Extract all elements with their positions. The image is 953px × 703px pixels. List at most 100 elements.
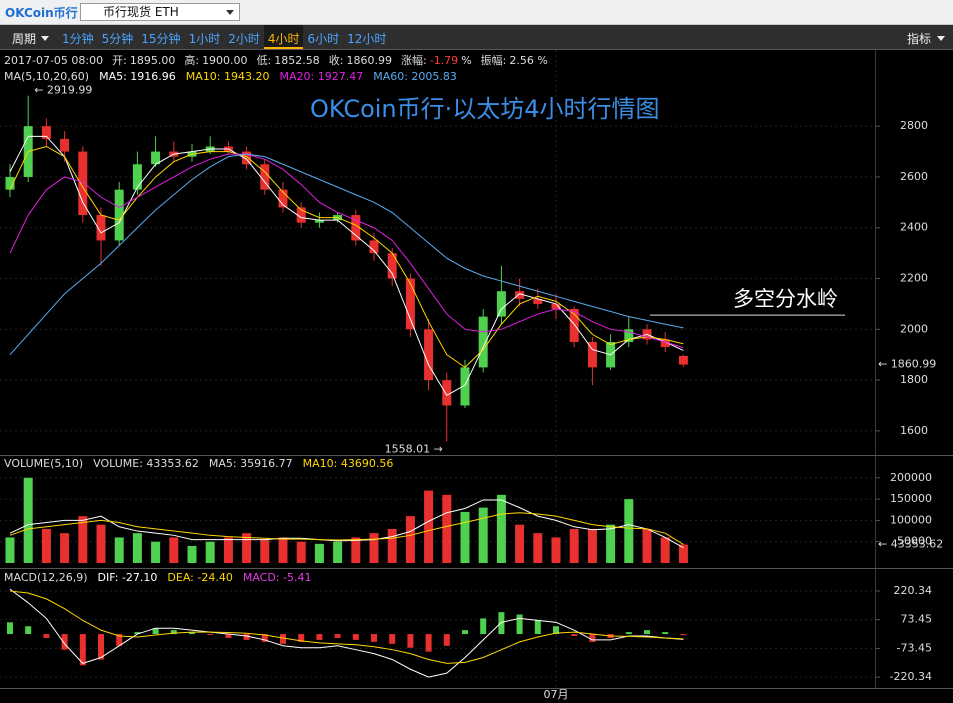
legend-text: MACD: -5.41 xyxy=(243,571,312,584)
market-select[interactable]: 币行现货 ETH xyxy=(80,3,240,21)
volume-bar xyxy=(405,516,415,563)
volume-bar xyxy=(478,507,488,563)
macd-bar xyxy=(134,632,141,635)
legend-text: 2017-07-05 08:00 xyxy=(4,54,103,67)
legend-text: -1.79 xyxy=(430,54,458,67)
macd-bar xyxy=(25,626,32,635)
macd-bar xyxy=(79,634,86,666)
chart-background xyxy=(0,50,953,703)
volume-bar xyxy=(533,533,543,563)
volume-bar xyxy=(296,541,306,563)
period-tabs: 1分钟 5分钟 15分钟 1小时 2小时 4小时 6小时 12小时 xyxy=(58,25,390,49)
period-tab[interactable]: 6小时 xyxy=(307,32,340,46)
candle-body xyxy=(442,380,452,406)
volume-bar xyxy=(369,533,379,563)
period-tab[interactable]: 2小时 xyxy=(228,32,260,46)
candle-body xyxy=(351,215,361,241)
volume-bar xyxy=(642,528,652,563)
macd-bar xyxy=(98,634,104,660)
volume-bar xyxy=(569,528,579,563)
period-tab[interactable]: 4小时 xyxy=(263,25,304,49)
candle-body xyxy=(278,189,288,208)
logo: OKCoin币行 xyxy=(5,6,78,20)
volume-bar xyxy=(132,533,142,563)
legend-text: DEA: -24.40 xyxy=(167,571,232,584)
legend-text: MACD(12,26,9) xyxy=(4,571,88,584)
ma-line xyxy=(9,153,684,356)
candle-body xyxy=(405,278,415,330)
macd-bar xyxy=(170,630,177,635)
y-tick-label: 2400 xyxy=(900,221,928,234)
legend-text: MA(5,10,20,60) xyxy=(4,70,89,83)
volume-bar xyxy=(114,537,124,563)
period-tab[interactable]: 1分钟 xyxy=(62,32,94,46)
y-tick-label: 2200 xyxy=(900,272,928,285)
macd-bar xyxy=(225,634,232,638)
volume-bar xyxy=(278,537,288,563)
macd-bar xyxy=(553,626,559,635)
y-tick-label: 2000 xyxy=(900,322,928,335)
macd-bar xyxy=(316,634,323,640)
last-volume-label: ← 43353.62 xyxy=(878,538,943,551)
period-tab[interactable]: 1小时 xyxy=(188,32,221,46)
ma-line xyxy=(9,590,684,664)
volume-bar xyxy=(551,537,561,563)
macd-bar xyxy=(462,630,468,635)
legend-text: 低: xyxy=(257,54,272,67)
macd-bar xyxy=(644,630,650,635)
legend-text: 高: xyxy=(184,53,199,67)
macd-bar xyxy=(571,634,578,637)
volume-bar xyxy=(587,528,597,563)
period-tab[interactable]: 12小时 xyxy=(347,32,387,46)
indicator-menu[interactable]: 指标 xyxy=(907,30,945,47)
y-tick-label: 2600 xyxy=(900,170,928,183)
volume-bar xyxy=(678,544,688,563)
macd-bar xyxy=(498,612,505,635)
volume-bar xyxy=(5,537,15,563)
volume-bar xyxy=(442,494,452,563)
macd-bar xyxy=(625,632,632,635)
macd-bar xyxy=(7,622,13,635)
candle-body xyxy=(78,151,88,216)
legend-text: 振幅: xyxy=(481,53,507,67)
top-bar: OKCoin币行 币行现货 ETH xyxy=(0,0,953,25)
dropdown-icon xyxy=(41,36,49,41)
candle-body xyxy=(242,151,252,165)
legend-text: 1860.99 xyxy=(347,54,393,67)
volume-bar xyxy=(187,545,197,563)
y-tick-label: -73.45 xyxy=(897,641,932,654)
legend-text: 2.56 % xyxy=(509,54,547,67)
legend-text: 1895.00 xyxy=(130,54,176,67)
volume-bar xyxy=(333,541,343,563)
y-tick-label: 100000 xyxy=(890,513,932,526)
ma-line xyxy=(9,588,684,678)
period-menu-text: 周期 xyxy=(12,32,37,46)
reference-label: 多空分水岭 xyxy=(733,287,838,311)
y-tick-label: 50000 xyxy=(897,535,932,548)
candle-body xyxy=(569,308,579,343)
x-tick-label: 07月 xyxy=(544,688,569,701)
ma-line xyxy=(9,153,684,349)
y-tick-label: 1600 xyxy=(900,424,928,437)
legend-text: DIF: -27.10 xyxy=(98,571,158,584)
volume-bar xyxy=(23,477,33,563)
candle-body xyxy=(96,215,106,241)
volume-bar xyxy=(460,511,470,563)
period-tab[interactable]: 15分钟 xyxy=(141,32,181,46)
macd-bar xyxy=(334,634,341,638)
volume-bar xyxy=(78,516,88,563)
volume-bar xyxy=(314,543,324,563)
candle-body xyxy=(624,329,634,343)
period-menu[interactable]: 周期 xyxy=(12,30,49,47)
macd-bar xyxy=(389,634,396,644)
legend-text: MA5: 35916.77 xyxy=(209,457,293,470)
volume-bar xyxy=(606,524,616,563)
legend-text: MA10: 1943.20 xyxy=(186,70,270,83)
macd-bar xyxy=(61,634,68,650)
macd-bar xyxy=(207,634,214,636)
volume-bar xyxy=(424,490,434,563)
dropdown-icon xyxy=(226,10,234,15)
legend-text: VOLUME(5,10) xyxy=(4,457,83,470)
period-tab[interactable]: 5分钟 xyxy=(101,32,134,46)
y-tick-label: 220.34 xyxy=(894,584,933,597)
